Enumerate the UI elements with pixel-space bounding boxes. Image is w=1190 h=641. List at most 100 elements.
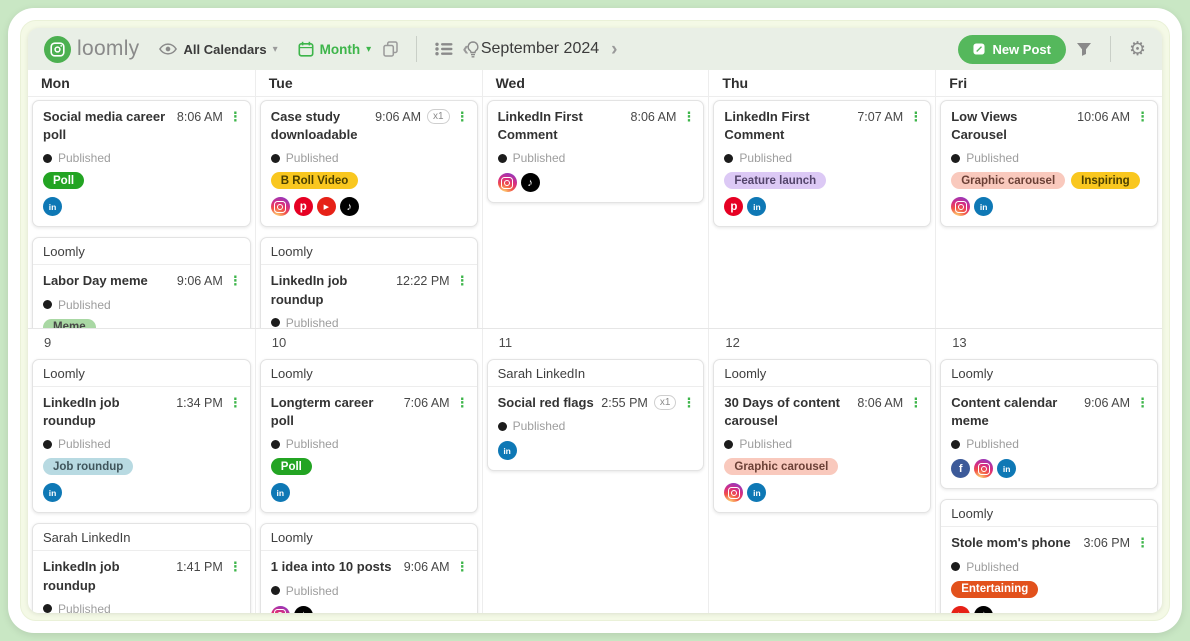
all-calendars-label: All Calendars bbox=[183, 41, 267, 57]
post-card[interactable]: Loomly 1 idea into 10 posts 9:06 AM ⋮ Pu… bbox=[259, 523, 478, 613]
card-body: Case study downloadable 9:06 AM x1 ⋮ Pub… bbox=[261, 101, 477, 226]
post-card[interactable]: Loomly Content calendar meme 9:06 AM ⋮ P… bbox=[940, 359, 1158, 490]
kebab-menu-icon[interactable]: ⋮ bbox=[455, 109, 469, 124]
card-labels: Job roundup bbox=[43, 458, 242, 476]
card-title-row: LinkedIn First Comment 8:06 AM ⋮ bbox=[498, 108, 696, 144]
kebab-menu-icon[interactable]: ⋮ bbox=[682, 395, 696, 410]
card-status-row: Published bbox=[43, 151, 242, 165]
copy-icon[interactable] bbox=[383, 41, 398, 57]
kebab-menu-icon[interactable]: ⋮ bbox=[1136, 109, 1149, 124]
tiktok-icon: ♪ bbox=[339, 197, 359, 217]
card-labels: Poll bbox=[43, 172, 242, 190]
calendar-icon bbox=[298, 41, 314, 57]
card-platforms: ♪ bbox=[270, 605, 469, 613]
new-post-button[interactable]: New Post bbox=[958, 34, 1066, 64]
post-card[interactable]: Loomly Labor Day meme 9:06 AM ⋮ Publishe… bbox=[32, 237, 251, 328]
card-platforms: in bbox=[497, 441, 696, 461]
card-title-row: 1 idea into 10 posts 9:06 AM ⋮ bbox=[271, 558, 469, 576]
post-card[interactable]: Loomly LinkedIn job roundup 12:22 PM ⋮ P… bbox=[259, 237, 478, 328]
card-platforms: in bbox=[951, 197, 1149, 217]
card-body: LinkedIn First Comment 7:07 AM ⋮ Publish… bbox=[714, 101, 930, 226]
card-body: Low Views Carousel 10:06 AM ⋮ Published … bbox=[941, 101, 1157, 226]
card-account: Loomly bbox=[941, 360, 1157, 387]
instagram-icon bbox=[497, 173, 517, 193]
post-card[interactable]: LinkedIn First Comment 7:07 AM ⋮ Publish… bbox=[713, 100, 932, 228]
view-dropdown[interactable]: Month ▾ bbox=[298, 41, 371, 57]
card-platforms: in bbox=[724, 483, 922, 503]
card-platforms: in bbox=[43, 483, 242, 503]
post-card[interactable]: LinkedIn First Comment 8:06 AM ⋮ Publish… bbox=[486, 100, 705, 204]
label-chip: Feature launch bbox=[724, 172, 827, 190]
post-card[interactable]: Social media career poll 8:06 AM ⋮ Publi… bbox=[32, 100, 251, 228]
post-card[interactable]: Sarah LinkedIn Social red flags 2:55 PM … bbox=[486, 359, 705, 472]
day-cell: 10 Loomly Longterm career poll 7:06 AM ⋮… bbox=[254, 329, 482, 613]
status-dot-icon bbox=[724, 439, 734, 449]
card-title: LinkedIn job roundup bbox=[270, 273, 348, 307]
card-title: Labor Day meme bbox=[43, 273, 148, 289]
kebab-menu-icon[interactable]: ⋮ bbox=[455, 273, 469, 289]
filter-icon[interactable] bbox=[1076, 42, 1092, 57]
date-label: 13 bbox=[952, 335, 967, 350]
post-card[interactable]: Loomly Stole mom's phone 3:06 PM ⋮ Publi… bbox=[940, 499, 1158, 613]
all-calendars-dropdown[interactable]: All Calendars ▾ bbox=[159, 41, 278, 57]
card-status-text: Published bbox=[512, 419, 566, 434]
card-status-text: Published bbox=[285, 583, 339, 598]
card-body: LinkedIn job roundup 12:22 PM ⋮ Publishe… bbox=[261, 265, 477, 328]
toolbar-right: New Post ⚙ bbox=[958, 34, 1146, 64]
loomly-logo[interactable]: loomly bbox=[44, 35, 140, 63]
post-card[interactable]: Low Views Carousel 10:06 AM ⋮ Published … bbox=[940, 100, 1158, 228]
card-status-text: Published bbox=[512, 151, 566, 166]
card-account: Loomly bbox=[941, 500, 1157, 528]
card-status-row: Published bbox=[43, 602, 242, 613]
card-time: 1:41 PM bbox=[176, 560, 223, 575]
card-status-text: Published bbox=[285, 315, 339, 328]
day-cell: Case study downloadable 9:06 AM x1 ⋮ Pub… bbox=[254, 97, 482, 328]
card-labels: Graphic carousel bbox=[724, 458, 922, 476]
post-card[interactable]: Loomly 30 Days of content carousel 8:06 … bbox=[713, 359, 932, 514]
next-month-button[interactable]: › bbox=[611, 38, 618, 60]
kebab-menu-icon[interactable]: ⋮ bbox=[455, 559, 469, 575]
post-card[interactable]: Case study downloadable 9:06 AM x1 ⋮ Pub… bbox=[259, 100, 478, 228]
card-account: Loomly bbox=[260, 238, 477, 266]
kebab-menu-icon[interactable]: ⋮ bbox=[1136, 395, 1149, 410]
post-card[interactable]: Loomly Longterm career poll 7:06 AM ⋮ Pu… bbox=[259, 359, 478, 514]
kebab-menu-icon[interactable]: ⋮ bbox=[228, 109, 242, 124]
kebab-menu-icon[interactable]: ⋮ bbox=[455, 395, 469, 410]
card-status-row: Published bbox=[270, 583, 469, 598]
linkedin-icon: in bbox=[974, 197, 994, 217]
card-account: Loomly bbox=[260, 360, 477, 387]
kebab-menu-icon[interactable]: ⋮ bbox=[228, 395, 242, 410]
settings-gear-icon[interactable]: ⚙ bbox=[1128, 38, 1146, 60]
card-labels: Entertaining bbox=[951, 580, 1149, 598]
kebab-menu-icon[interactable]: ⋮ bbox=[1136, 535, 1149, 551]
prev-month-button[interactable]: ‹ bbox=[462, 38, 469, 60]
card-status-text: Published bbox=[58, 151, 111, 166]
kebab-menu-icon[interactable]: ⋮ bbox=[909, 109, 923, 124]
day-cell: Social media career poll 8:06 AM ⋮ Publi… bbox=[28, 97, 255, 328]
month-navigation: ‹ September 2024 › bbox=[463, 40, 618, 59]
kebab-menu-icon[interactable]: ⋮ bbox=[228, 273, 242, 289]
card-title: 1 idea into 10 posts bbox=[270, 559, 392, 575]
list-view-icon[interactable] bbox=[435, 42, 453, 56]
card-count-badge: x1 bbox=[427, 109, 450, 124]
day-header: Thu bbox=[708, 70, 935, 96]
date-label: 10 bbox=[271, 335, 287, 350]
post-card[interactable]: Sarah LinkedIn LinkedIn job roundup 1:41… bbox=[32, 523, 251, 613]
card-time: 9:06 AM bbox=[375, 110, 422, 124]
card-labels: Meme bbox=[43, 318, 242, 328]
ideas-lightbulb-icon[interactable] bbox=[467, 40, 479, 58]
loomly-logo-text: loomly bbox=[77, 37, 140, 60]
date-label: 9 bbox=[44, 335, 52, 350]
card-title-row: Labor Day meme 9:06 AM ⋮ bbox=[43, 272, 242, 290]
card-count-badge: x1 bbox=[653, 395, 677, 410]
card-title: LinkedIn First Comment bbox=[497, 109, 583, 143]
kebab-menu-icon[interactable]: ⋮ bbox=[682, 109, 696, 124]
kebab-menu-icon[interactable]: ⋮ bbox=[228, 559, 242, 575]
label-chip: Entertaining bbox=[951, 580, 1039, 598]
post-card[interactable]: Loomly LinkedIn job roundup 1:34 PM ⋮ Pu… bbox=[32, 359, 251, 514]
instagram-icon bbox=[974, 459, 994, 479]
kebab-menu-icon[interactable]: ⋮ bbox=[909, 395, 923, 410]
card-body: LinkedIn job roundup 1:41 PM ⋮ Published… bbox=[33, 551, 250, 613]
card-title: Social media career poll bbox=[43, 109, 166, 143]
instagram-icon bbox=[270, 197, 290, 217]
